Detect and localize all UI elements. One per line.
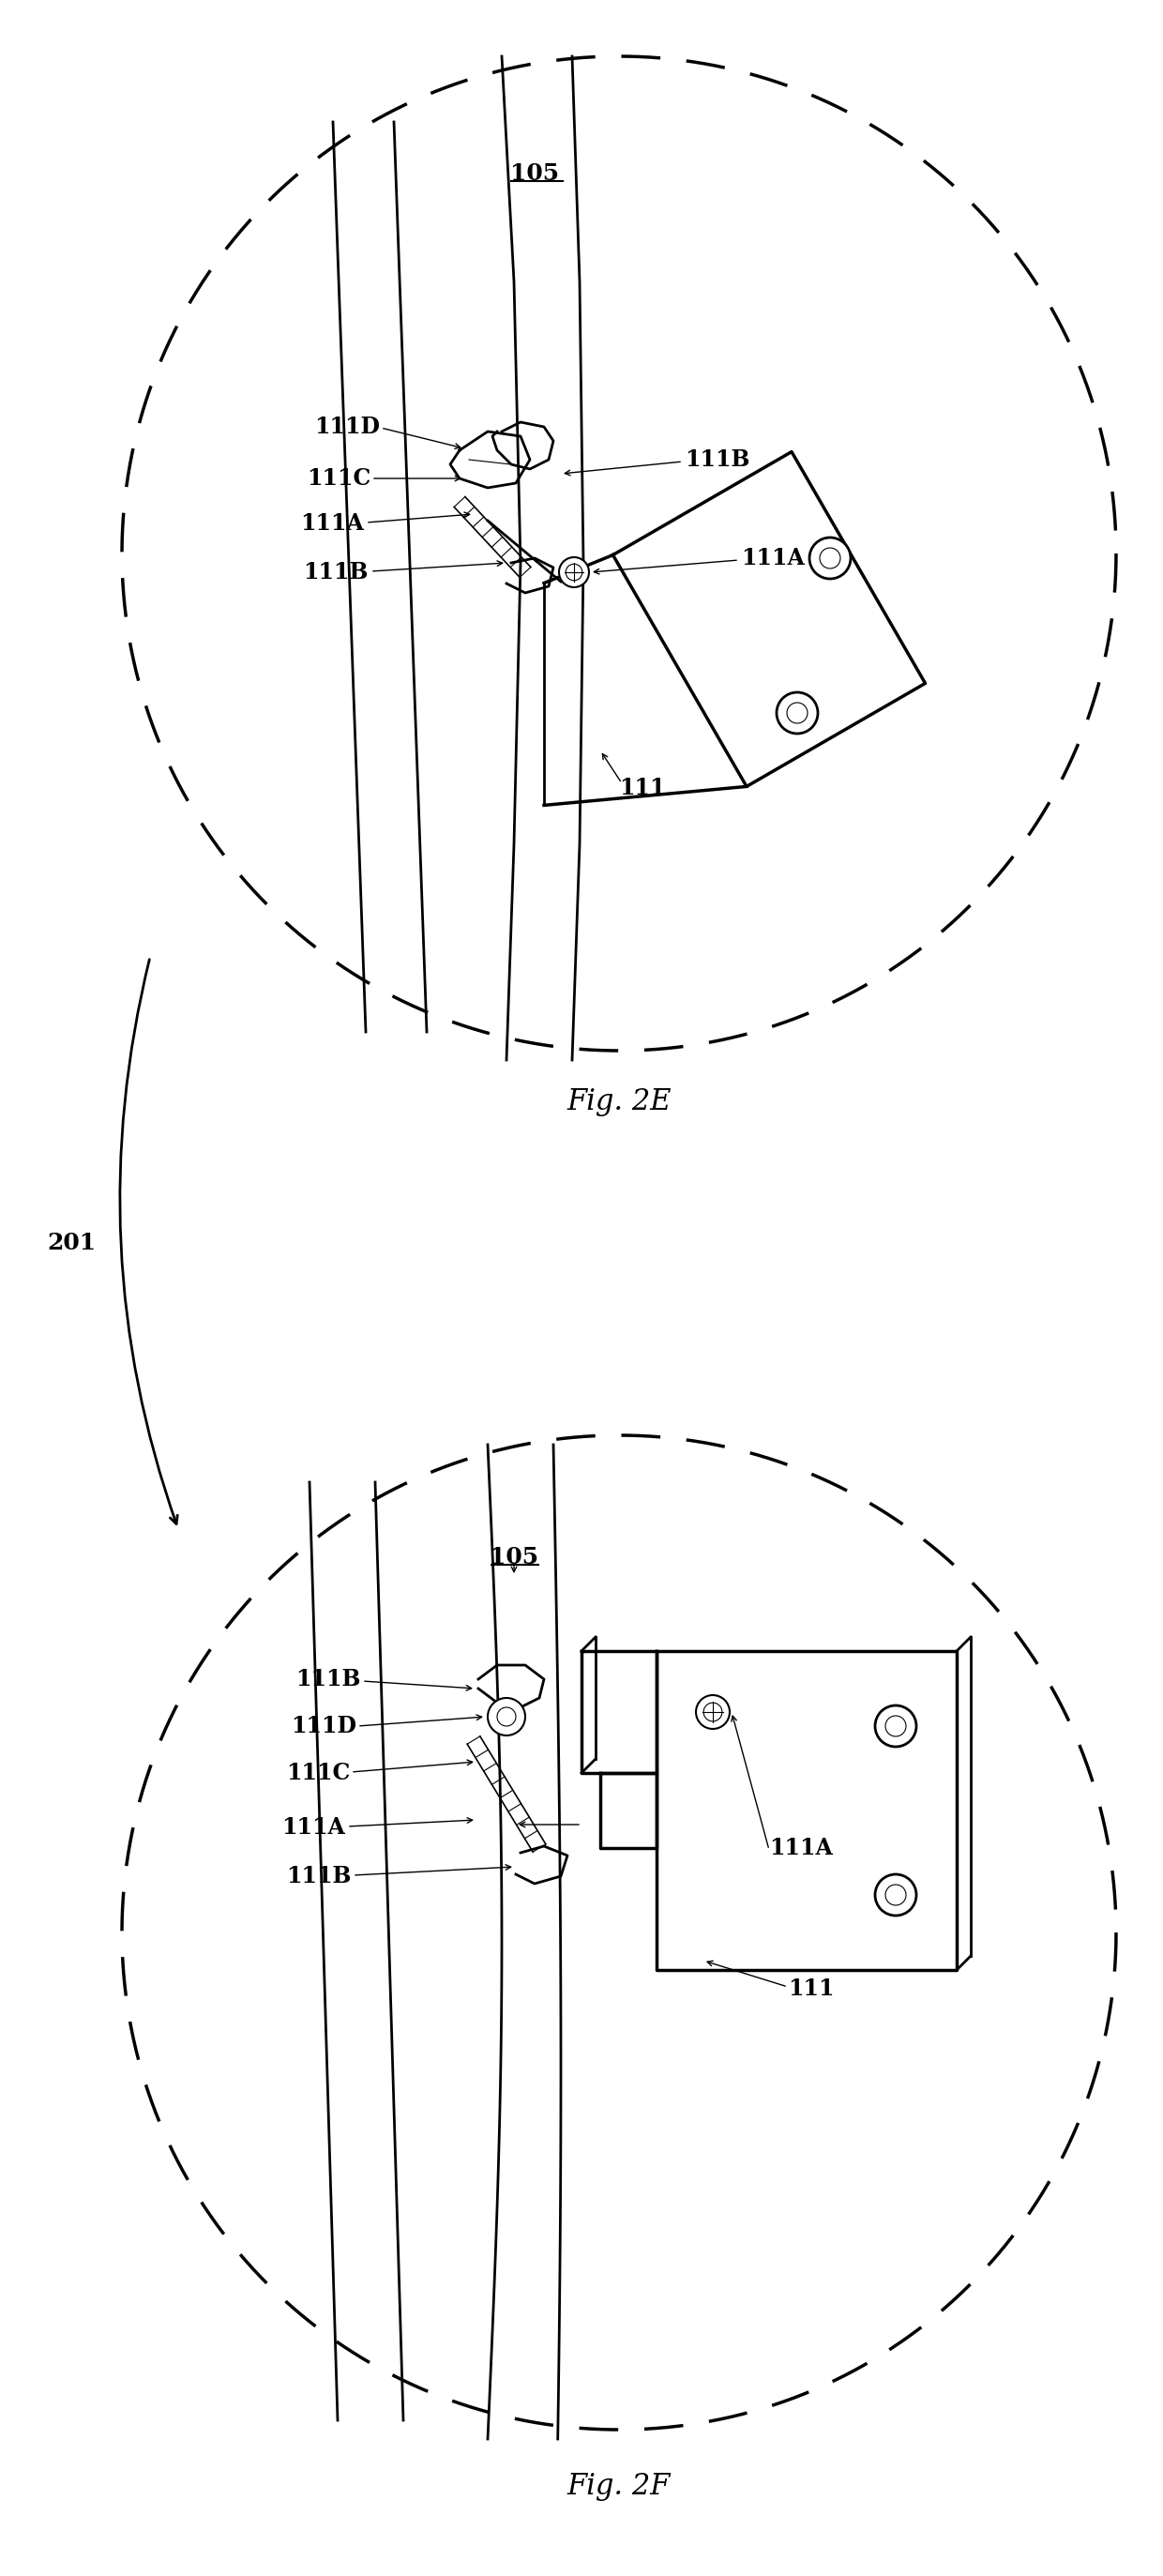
Text: 111B: 111B bbox=[297, 1667, 361, 1690]
Text: 111D: 111D bbox=[291, 1716, 356, 1736]
Text: 105: 105 bbox=[490, 1546, 538, 1569]
Text: 111B: 111B bbox=[685, 448, 750, 471]
Circle shape bbox=[875, 1705, 916, 1747]
Text: 111: 111 bbox=[787, 1978, 834, 1999]
Circle shape bbox=[777, 693, 818, 734]
Text: 111B: 111B bbox=[304, 562, 369, 585]
Circle shape bbox=[487, 1698, 526, 1736]
Text: 111A: 111A bbox=[281, 1816, 345, 1839]
Text: 111: 111 bbox=[619, 778, 665, 799]
Text: 111C: 111C bbox=[286, 1762, 350, 1785]
Text: 201: 201 bbox=[47, 1231, 95, 1255]
Circle shape bbox=[875, 1875, 916, 1917]
Text: Fig. 2F: Fig. 2F bbox=[568, 2470, 671, 2501]
Text: 111C: 111C bbox=[307, 466, 371, 489]
Circle shape bbox=[809, 538, 850, 580]
Text: 111D: 111D bbox=[314, 415, 380, 438]
Text: 111A: 111A bbox=[769, 1837, 833, 1860]
Text: 111B: 111B bbox=[286, 1865, 351, 1888]
Circle shape bbox=[559, 556, 588, 587]
Circle shape bbox=[695, 1695, 729, 1728]
Text: 111A: 111A bbox=[300, 513, 364, 536]
Text: Fig. 2E: Fig. 2E bbox=[566, 1087, 671, 1118]
Text: 111A: 111A bbox=[741, 546, 805, 569]
Text: 105: 105 bbox=[511, 162, 559, 185]
